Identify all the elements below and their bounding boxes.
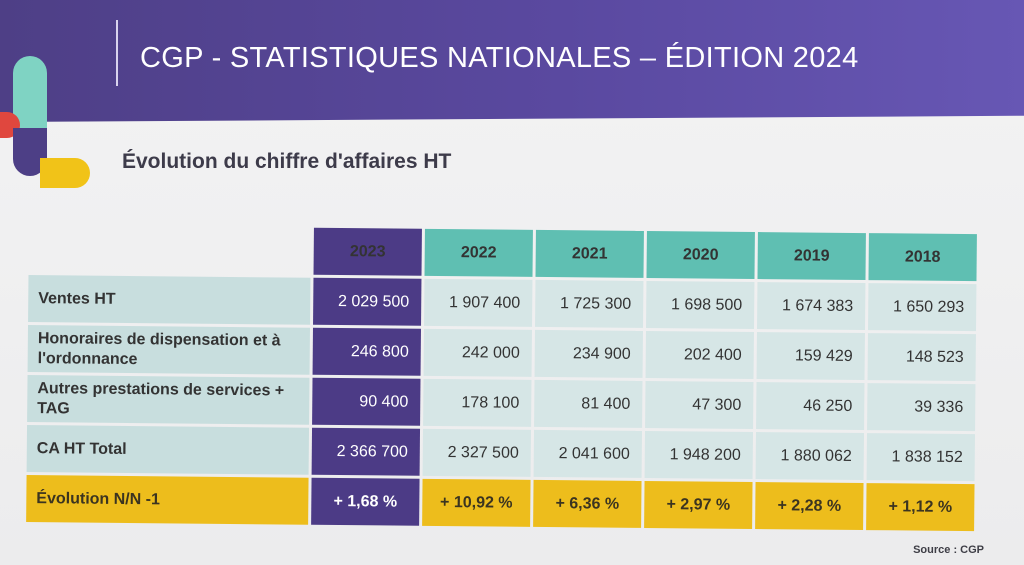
table-cell: 202 400 [645,330,754,379]
cgp-logo [0,56,90,188]
table-cell: + 2,28 % [755,482,864,531]
year-header: 2021 [535,229,644,278]
row-label: CA HT Total [26,425,310,475]
table-cell: + 1,12 % [866,483,975,532]
section-title: Évolution du chiffre d'affaires HT [122,150,452,173]
table-cell: + 10,92 % [422,478,531,527]
table-cell: 81 400 [534,379,643,428]
table-cell: 1 838 152 [866,433,976,482]
year-header: 2023 [313,227,422,276]
header-divider [116,20,118,86]
table-cell: 2 366 700 [311,427,421,476]
row-label: Autres prestations de services + TAG [27,375,310,425]
year-header: 2019 [757,232,866,281]
table-row: Ventes HT 2 029 500 1 907 400 1 725 300 … [28,275,977,332]
table-row: Autres prestations de services + TAG 90 … [27,375,976,432]
table-cell: 2 041 600 [533,429,643,478]
table-cell: 1 725 300 [535,279,644,328]
table-cell: 1 698 500 [646,280,755,329]
table-cell: 1 650 293 [868,283,977,332]
table-cell: + 1,68 % [311,477,420,526]
table-cell: 242 000 [423,328,532,377]
table-cell: 47 300 [645,380,754,429]
table-header-row: 2023 2022 2021 2020 2019 2018 [29,225,977,282]
table-row: CA HT Total 2 366 700 2 327 500 2 041 60… [26,425,976,482]
logo-yellow-shape [40,158,90,188]
table-corner [29,225,311,275]
table-cell: 246 800 [312,327,421,376]
row-label: Ventes HT [28,275,311,325]
header-title: CGP - STATISTIQUES NATIONALES – ÉDITION … [140,42,859,74]
table-cell: 1 880 062 [755,432,865,481]
logo-teal-shape [13,56,47,130]
table-cell: + 6,36 % [533,479,642,528]
table-cell: 159 429 [756,332,865,381]
row-label: Évolution N/N -1 [26,475,309,525]
table-cell: 2 029 500 [313,277,422,326]
table-cell: 2 327 500 [422,428,532,477]
table-cell: 1 907 400 [424,278,533,327]
table-row: Honoraires de dispensation et à l'ordonn… [27,325,976,382]
table-cell: + 2,97 % [644,480,753,529]
table-cell: 1 948 200 [644,430,754,479]
table-cell: 90 400 [312,377,421,426]
row-label: Honoraires de dispensation et à l'ordonn… [27,325,310,375]
table-cell: 46 250 [756,382,865,431]
table-cell: 1 674 383 [757,282,866,331]
evolution-row: Évolution N/N -1 + 1,68 % + 10,92 % + 6,… [26,475,975,532]
source-note: Source : CGP [913,544,984,556]
revenue-table: 2023 2022 2021 2020 2019 2018 Ventes HT … [23,222,980,534]
year-header: 2020 [646,230,755,279]
table-cell: 148 523 [867,333,976,382]
table-cell: 234 900 [534,329,643,378]
year-header: 2018 [868,233,977,282]
table-cell: 39 336 [867,383,976,432]
table-cell: 178 100 [423,378,532,427]
year-header: 2022 [424,228,533,277]
